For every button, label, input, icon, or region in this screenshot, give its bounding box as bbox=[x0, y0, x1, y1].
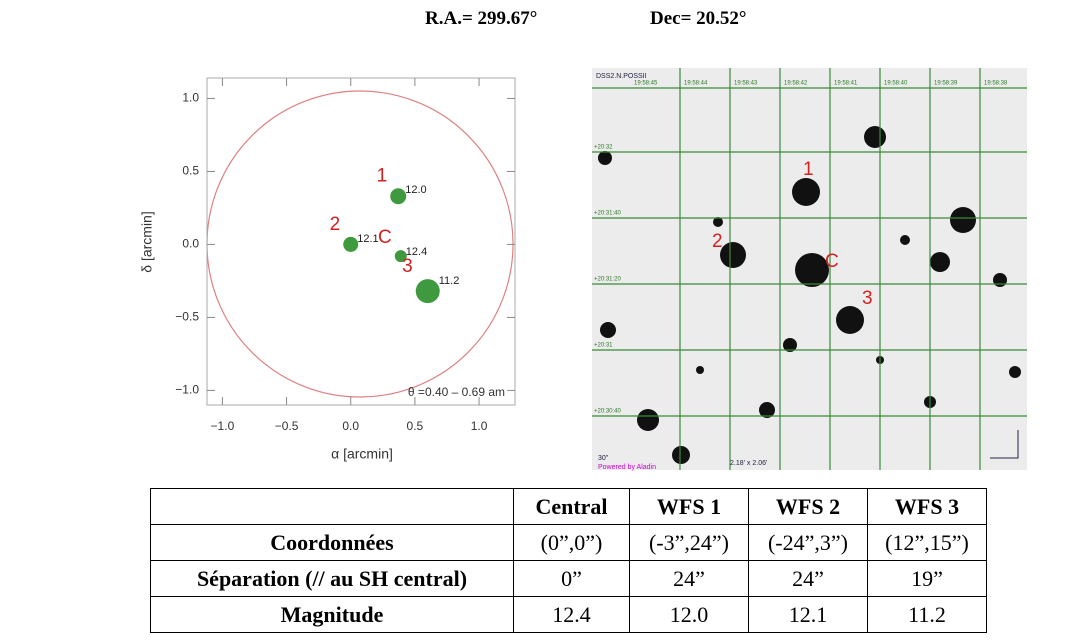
survey-label: DSS2.N.POSSII bbox=[596, 73, 647, 80]
point-name: 1 bbox=[377, 165, 388, 186]
sky-image: DSS2.N.POSSII 2.18' x 2.06' 30" Powered … bbox=[592, 68, 1027, 471]
ra-label: 19:58:45 bbox=[634, 81, 658, 87]
image-marker: C bbox=[825, 251, 839, 272]
cell: 19” bbox=[867, 560, 987, 597]
cell: 11.2 bbox=[867, 596, 987, 633]
cell: (-24”,3”) bbox=[748, 524, 868, 561]
cell: 12.4 bbox=[513, 596, 630, 633]
x-tick-label: −0.5 bbox=[275, 419, 299, 433]
magnitude-label: 12.1 bbox=[357, 233, 378, 245]
header-cell: WFS 1 bbox=[629, 488, 749, 525]
cell: 24” bbox=[629, 560, 749, 597]
magnitude-label: 11.2 bbox=[439, 275, 460, 287]
credit: Powered by Aladin bbox=[598, 464, 656, 471]
dec-label: +20:31:20 bbox=[594, 277, 622, 283]
point-name: C bbox=[378, 227, 392, 248]
table-row: Magnitude 12.4 12.0 12.1 11.2 bbox=[150, 596, 987, 633]
row-header: Séparation (// au SH central) bbox=[150, 560, 514, 597]
plot-frame bbox=[206, 77, 516, 406]
ra-label: 19:58:38 bbox=[984, 81, 1008, 87]
size-label: 2.18' x 2.06' bbox=[730, 460, 767, 467]
cell: 24” bbox=[748, 560, 868, 597]
annotation: θ =0.40 – 0.69 am bbox=[408, 385, 505, 399]
star-point bbox=[390, 188, 407, 205]
header-row: Central WFS 1 WFS 2 WFS 3 bbox=[150, 488, 987, 525]
table-row: Coordonnées (0”,0”) (-3”,24”) (-24”,3”) (12”… bbox=[150, 524, 987, 561]
x-tick-label: −1.0 bbox=[211, 419, 235, 433]
magnitude-label: 12.4 bbox=[406, 246, 427, 258]
star-point bbox=[343, 236, 359, 252]
dec: Dec= 20.52° bbox=[650, 8, 747, 29]
ra-label: 19:58:40 bbox=[884, 81, 908, 87]
y-axis-label: δ [arcmin] bbox=[139, 211, 155, 272]
y-tick-label: −1.0 bbox=[175, 383, 199, 397]
cell: 12.0 bbox=[629, 596, 749, 633]
scale-label: 30" bbox=[598, 455, 609, 462]
dec-label: +20:32 bbox=[594, 145, 613, 151]
ra-label: 19:58:43 bbox=[734, 81, 758, 87]
y-tick-label: 1.0 bbox=[182, 91, 199, 105]
star-point bbox=[415, 279, 440, 304]
dec-label: +20:30:40 bbox=[594, 409, 622, 415]
cell: (12”,15”) bbox=[867, 524, 987, 561]
cell: (0”,0”) bbox=[513, 524, 630, 561]
x-tick-label: 0.0 bbox=[342, 419, 359, 433]
coordinate-grid bbox=[592, 68, 1027, 470]
y-tick-label: 0.0 bbox=[182, 237, 199, 251]
x-tick-label: 1.0 bbox=[471, 419, 488, 433]
x-axis-label: α [arcmin] bbox=[331, 446, 393, 462]
ra-label: 19:58:39 bbox=[934, 81, 958, 87]
image-marker: 2 bbox=[712, 231, 723, 252]
ra-label: 19:58:41 bbox=[834, 81, 858, 87]
image-marker: 1 bbox=[803, 159, 814, 180]
table-row: Séparation (// au SH central) 0” 24” 24” 19” bbox=[150, 560, 987, 597]
ra-label: 19:58:42 bbox=[784, 81, 808, 87]
table: Central WFS 1 WFS 2 WFS 3 Coordonnées (0”,0”)… bbox=[150, 488, 987, 633]
header-cell: WFS 3 bbox=[867, 488, 987, 525]
dec-label: +20:31 bbox=[594, 343, 613, 349]
y-tick-label: 0.5 bbox=[182, 164, 199, 178]
cell: 0” bbox=[513, 560, 630, 597]
ra-label: 19:58:44 bbox=[684, 81, 708, 87]
x-tick-label: 0.5 bbox=[407, 419, 424, 433]
point-name: 2 bbox=[330, 214, 341, 235]
image-marker: 3 bbox=[862, 288, 873, 309]
cell: (-3”,24”) bbox=[629, 524, 749, 561]
ra: R.A.= 299.67° bbox=[425, 8, 538, 29]
y-tick-label: −0.5 bbox=[175, 310, 199, 324]
dec-label: +20:31:40 bbox=[594, 211, 622, 217]
cell: 12.1 bbox=[748, 596, 868, 633]
figure: DSS2.N.POSSII 2.18' x 2.06' 30" Powered … bbox=[139, 68, 1027, 471]
compass bbox=[990, 430, 1019, 459]
point-name: 3 bbox=[402, 256, 413, 277]
header-cell: WFS 2 bbox=[748, 488, 868, 525]
header-cell: Central bbox=[513, 488, 630, 525]
corner-cell bbox=[150, 488, 514, 525]
row-header: Magnitude bbox=[150, 596, 514, 633]
star-point bbox=[394, 250, 407, 263]
magnitude-label: 12.0 bbox=[405, 184, 426, 196]
row-header: Coordonnées bbox=[150, 524, 514, 561]
